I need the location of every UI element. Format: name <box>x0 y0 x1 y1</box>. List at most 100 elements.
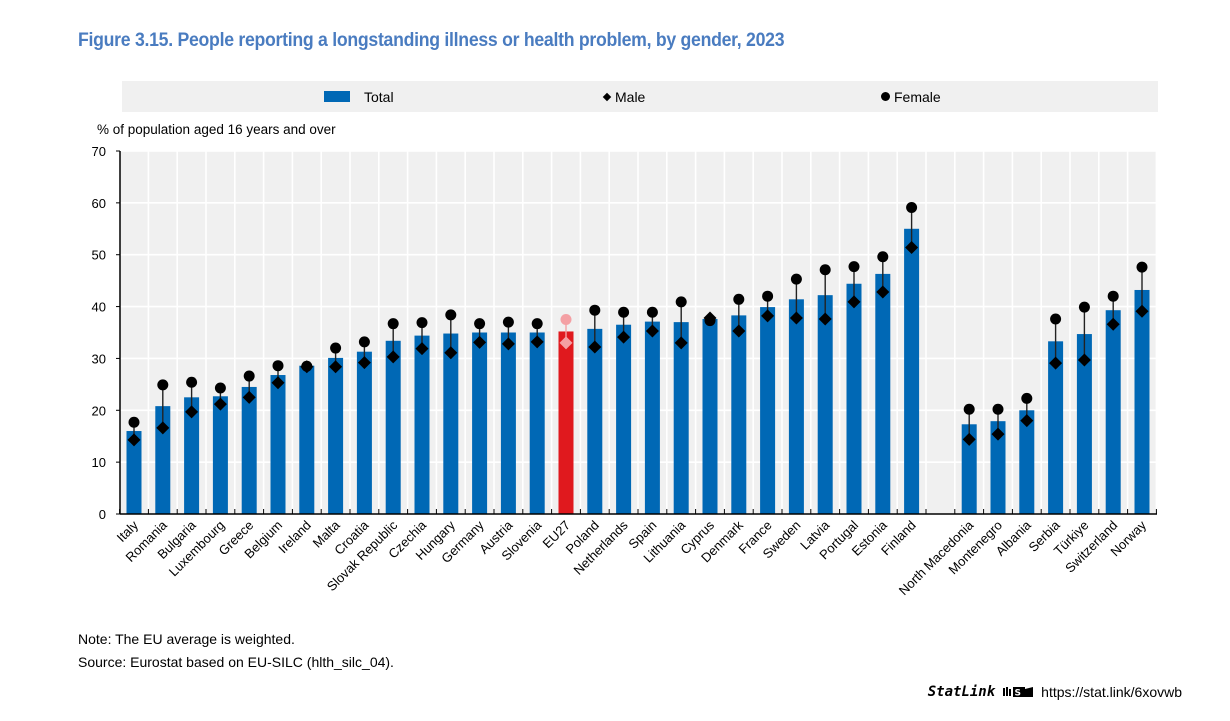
marker-female <box>675 296 687 308</box>
y-tick-label: 50 <box>92 248 106 263</box>
y-axis-ticks: 0 10 20 30 40 50 60 70 <box>92 144 106 522</box>
marker-female <box>906 202 918 214</box>
y-axis-label: % of population aged 16 years and over <box>97 122 336 137</box>
bar-total <box>702 319 718 514</box>
marker-male <box>415 342 429 356</box>
bar-total <box>558 331 574 514</box>
legend: Total Male Female <box>122 81 1158 112</box>
marker-female <box>618 306 630 318</box>
marker-female <box>877 251 889 263</box>
marker-female <box>1050 313 1062 325</box>
statlink-url[interactable]: https://stat.link/6xovwb <box>1041 684 1182 700</box>
marker-male <box>761 309 775 323</box>
y-tick-label: 20 <box>92 403 106 418</box>
marker-male <box>962 432 976 446</box>
bar-total <box>673 322 689 514</box>
bar-total <box>443 333 459 514</box>
marker-female <box>157 379 169 391</box>
marker-female <box>358 336 370 348</box>
grid-lines <box>118 150 1158 514</box>
x-tick-label: Ireland <box>275 518 314 557</box>
bar-total <box>241 386 257 514</box>
bar-total <box>1019 410 1035 514</box>
marker-female <box>330 342 342 354</box>
marker-male <box>876 285 890 299</box>
marker-female <box>186 376 198 388</box>
marker-male <box>1135 304 1149 318</box>
legend-label-total: Total <box>364 88 394 105</box>
bar-total <box>356 351 372 514</box>
marker-female <box>646 306 658 318</box>
marker-female <box>819 264 831 276</box>
legend-item-female: Female <box>881 81 941 112</box>
marker-male <box>818 312 832 326</box>
marker-male <box>357 356 371 370</box>
legend-item-male: Male <box>602 81 646 112</box>
bar-total <box>270 375 286 514</box>
marker-female <box>1078 301 1090 313</box>
marker-male <box>1020 414 1034 428</box>
marker-male <box>530 335 544 349</box>
marker-female <box>272 360 284 372</box>
bar-total <box>875 273 891 514</box>
marker-male <box>156 421 170 435</box>
marker-female <box>790 273 802 285</box>
bar-total <box>961 424 977 514</box>
marker-male <box>213 397 227 411</box>
marker-female <box>560 314 572 326</box>
bar-total <box>529 332 545 514</box>
marker-female <box>214 382 226 394</box>
statlink-brand: StatLink <box>927 684 996 700</box>
marker-female <box>128 416 140 428</box>
bar-total <box>616 324 632 514</box>
legend-label-female: Female <box>894 88 941 105</box>
markers <box>127 202 1149 447</box>
marker-male <box>674 336 688 350</box>
bar-total <box>1076 334 1092 514</box>
marker-female <box>992 403 1004 415</box>
y-tick-label: 40 <box>92 300 106 315</box>
marker-female <box>1107 290 1119 302</box>
y-tick-label: 0 <box>99 507 106 522</box>
bar-swatch-icon <box>324 91 350 102</box>
legend-item-total: Total <box>324 81 394 112</box>
marker-male <box>588 340 602 354</box>
marker-male <box>185 405 199 419</box>
marker-male <box>732 324 746 338</box>
bar-total <box>760 307 776 514</box>
axes <box>116 150 1157 515</box>
marker-male <box>559 336 573 350</box>
x-axis-labels: ItalyRomaniaBulgariaLuxembourgGreeceBelg… <box>114 517 1150 598</box>
svg-text:S: S <box>1015 689 1021 699</box>
marker-female <box>848 261 860 273</box>
marker-female <box>502 316 514 328</box>
bar-total <box>731 315 747 514</box>
bar-total <box>1048 341 1064 514</box>
bar-total <box>299 365 315 514</box>
y-tick-label: 30 <box>92 351 106 366</box>
marker-male <box>271 376 285 390</box>
bar-total <box>1134 289 1150 514</box>
marker-female <box>474 318 486 330</box>
marker-female <box>1021 392 1033 404</box>
bar-total <box>587 328 603 514</box>
marker-female <box>445 309 457 321</box>
bar-total <box>126 431 142 514</box>
bars <box>126 228 1150 515</box>
marker-male <box>789 311 803 325</box>
bar-total <box>644 321 660 514</box>
marker-female <box>589 304 601 316</box>
marker-male <box>1106 317 1120 331</box>
figure-title: Figure 3.15. People reporting a longstan… <box>78 30 785 51</box>
marker-female <box>733 293 745 305</box>
bar-total <box>817 295 833 514</box>
marker-male <box>645 324 659 338</box>
bar-total <box>846 283 862 514</box>
statlink-logo-icon: S <box>1003 687 1034 699</box>
bar-total <box>414 335 430 514</box>
legend-label-male: Male <box>615 88 646 105</box>
marker-female <box>301 360 313 372</box>
marker-male <box>1077 353 1091 367</box>
marker-male <box>847 295 861 309</box>
